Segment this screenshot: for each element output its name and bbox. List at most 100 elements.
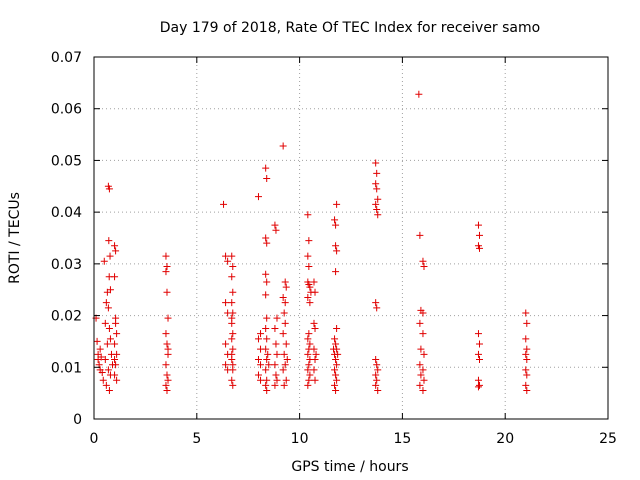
data-point [163, 371, 171, 379]
data-point [372, 356, 380, 364]
data-point [254, 371, 262, 379]
data-point [332, 268, 340, 276]
data-point [523, 345, 531, 353]
data-point [93, 337, 101, 345]
data-point [263, 335, 271, 343]
data-point [419, 257, 427, 265]
data-point [262, 234, 270, 242]
data-point [100, 257, 108, 265]
data-point [105, 185, 113, 193]
data-point [101, 319, 109, 327]
data-point [474, 221, 482, 229]
data-point [98, 368, 106, 376]
data-point [280, 309, 288, 317]
data-point [257, 376, 265, 384]
data-point [333, 376, 341, 384]
data-point [372, 381, 380, 389]
data-point [262, 325, 270, 332]
data-point [229, 330, 237, 338]
data-point [419, 330, 427, 338]
data-point [305, 237, 313, 245]
data-point [162, 268, 170, 276]
y-tick-label: 0 [73, 412, 82, 428]
grid-lines [94, 57, 608, 419]
data-point [265, 361, 273, 369]
data-point [263, 314, 271, 322]
data-point [304, 211, 312, 219]
y-tick-label: 0.02 [51, 309, 82, 325]
data-point [101, 356, 109, 364]
data-point [332, 221, 340, 229]
data-point [262, 291, 270, 299]
data-point [113, 350, 121, 358]
y-tick-label: 0.07 [51, 50, 82, 66]
data-point [282, 376, 290, 384]
data-point [280, 350, 288, 358]
data-point [310, 366, 318, 374]
data-point [229, 381, 237, 389]
data-point [222, 340, 230, 348]
data-point [419, 366, 427, 374]
data-point [263, 278, 271, 286]
data-point [373, 376, 381, 384]
data-point [104, 366, 112, 374]
data-point [373, 304, 381, 312]
data-point [333, 325, 341, 332]
data-point [281, 299, 289, 307]
data-point [332, 371, 340, 379]
data-point [310, 345, 318, 353]
data-point [228, 252, 236, 260]
data-point [333, 361, 341, 369]
data-point [416, 319, 424, 327]
data-point [372, 200, 380, 208]
data-point [111, 242, 119, 250]
data-point [112, 319, 120, 327]
data-point [310, 319, 318, 327]
data-point [311, 376, 319, 384]
data-point [476, 340, 483, 348]
data-point [228, 273, 236, 281]
x-tick-label: 25 [599, 431, 617, 447]
data-point [162, 330, 170, 338]
data-point [281, 319, 289, 327]
y-tick-label: 0.06 [51, 102, 82, 118]
data-point [372, 180, 380, 188]
data-point [374, 366, 382, 374]
data-point [331, 216, 339, 224]
data-point [163, 262, 171, 270]
data-point [332, 340, 340, 348]
data-point [523, 356, 531, 364]
data-point [229, 309, 237, 317]
data-point [163, 288, 171, 296]
data-point [163, 340, 171, 348]
x-tick-label: 20 [496, 431, 514, 447]
data-point [113, 376, 121, 384]
data-point [419, 309, 427, 317]
data-point [279, 366, 287, 374]
data-point [229, 345, 237, 353]
data-point [163, 387, 171, 395]
data-point [474, 350, 482, 358]
data-point [373, 206, 381, 214]
data-point [280, 381, 288, 389]
data-point [330, 345, 338, 353]
data-point [222, 299, 230, 307]
data-point [333, 200, 341, 208]
data-point [420, 376, 428, 384]
data-point [312, 350, 320, 358]
data-point [373, 361, 381, 369]
data-point [374, 195, 382, 203]
data-point [254, 335, 262, 343]
data-point [222, 252, 230, 260]
data-point [257, 361, 265, 369]
data-point [222, 361, 230, 369]
data-point [331, 381, 339, 389]
data-point [374, 387, 382, 395]
data-point [279, 293, 287, 301]
data-point [522, 381, 530, 389]
data-point [228, 299, 236, 307]
data-point [304, 335, 312, 343]
data-point [523, 319, 531, 327]
y-tick-label: 0.01 [51, 360, 82, 376]
